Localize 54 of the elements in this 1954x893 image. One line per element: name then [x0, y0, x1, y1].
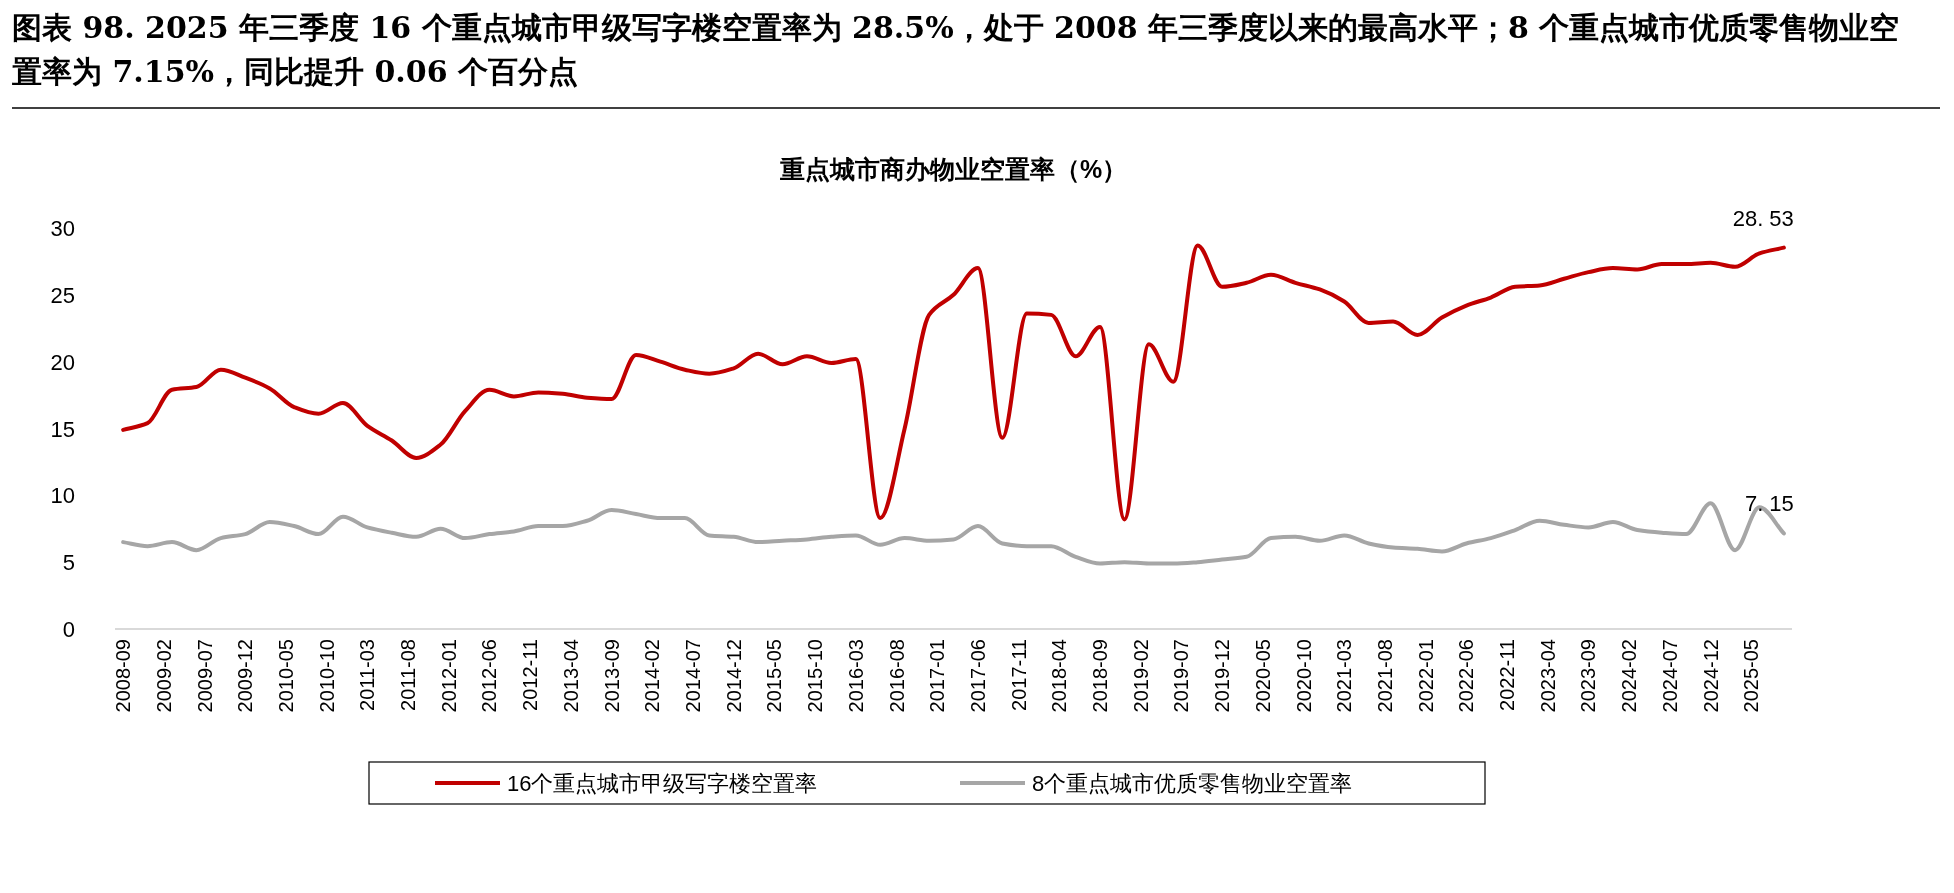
x-tick-label: 2023-09 — [1577, 639, 1600, 713]
y-tick-label: 15 — [50, 416, 75, 442]
x-tick-label: 2014-02 — [641, 639, 664, 713]
x-tick-label: 2022-01 — [1414, 639, 1437, 713]
x-tick-label: 2017-06 — [966, 639, 989, 713]
x-tick-label: 2016-08 — [885, 639, 908, 713]
x-tick-label: 2015-05 — [763, 639, 786, 713]
x-tick-label: 2019-12 — [1211, 639, 1234, 713]
x-tick-label: 2021-03 — [1333, 639, 1356, 713]
y-tick-label: 20 — [50, 349, 75, 375]
x-tick-label: 2022-06 — [1455, 639, 1478, 713]
chart-subtitle: 重点城市商办物业空置率（%） — [778, 155, 1128, 183]
x-tick-label: 2022-11 — [1496, 639, 1519, 711]
chart-title: 图表 98. 2025 年三季度 16 个重点城市甲级写字楼空置率为 28.5%，处于 2008 年三季度以来的最高水平；8 个重点城市优质零售物业空置率为 7.15%，同比提升 0.06 个百分点 — [12, 10, 1900, 89]
x-tick-label: 2012-11 — [519, 639, 542, 711]
x-tick-label: 2024-02 — [1618, 639, 1641, 713]
x-tick-label: 2010-10 — [315, 639, 338, 713]
x-tick-label: 2012-06 — [478, 639, 501, 713]
x-tick-label: 2023-04 — [1536, 639, 1559, 713]
x-tick-label: 2016-03 — [844, 639, 867, 713]
x-tick-label: 2025-05 — [1740, 639, 1763, 713]
y-tick-label: 25 — [50, 282, 75, 308]
x-tick-label: 2009-02 — [152, 639, 175, 713]
annotation: 7. 15 — [1744, 491, 1794, 517]
x-tick-label: 2020-05 — [1251, 639, 1274, 713]
x-tick-label: 2008-09 — [112, 639, 135, 713]
legend-label: 8个重点城市优质零售物业空置率 — [1032, 771, 1353, 796]
x-tick-label: 2011-03 — [356, 639, 379, 711]
x-tick-label: 2019-02 — [1129, 639, 1152, 713]
x-tick-label: 2014-12 — [722, 639, 745, 713]
x-tick-label: 2013-09 — [600, 639, 623, 713]
y-tick-label: 0 — [62, 617, 75, 642]
y-tick-label: 10 — [50, 483, 75, 509]
annotation: 28. 53 — [1732, 205, 1794, 231]
x-tick-label: 2011-08 — [397, 639, 420, 711]
x-tick-label: 2020-10 — [1292, 639, 1315, 713]
x-tick-label: 2017-01 — [926, 639, 949, 713]
y-tick-label: 30 — [50, 216, 75, 241]
x-tick-label: 2015-10 — [804, 639, 827, 713]
x-tick-label: 2017-11 — [1007, 639, 1030, 711]
x-tick-label: 2012-01 — [437, 639, 460, 713]
x-tick-label: 2024-12 — [1699, 639, 1722, 713]
legend-label: 16个重点城市甲级写字楼空置率 — [507, 771, 818, 796]
x-tick-label: 2018-09 — [1089, 639, 1112, 713]
x-tick-label: 2018-04 — [1048, 639, 1071, 713]
x-tick-label: 2014-07 — [682, 639, 704, 713]
x-tick-label: 2019-07 — [1170, 639, 1193, 713]
x-tick-label: 2010-05 — [274, 639, 297, 713]
x-tick-label: 2013-04 — [559, 639, 582, 713]
x-tick-label: 2021-08 — [1373, 639, 1396, 713]
x-tick-label: 2009-12 — [234, 639, 257, 713]
y-tick-label: 5 — [62, 550, 75, 576]
x-tick-label: 2024-07 — [1658, 639, 1681, 713]
x-tick-label: 2009-07 — [193, 639, 216, 713]
